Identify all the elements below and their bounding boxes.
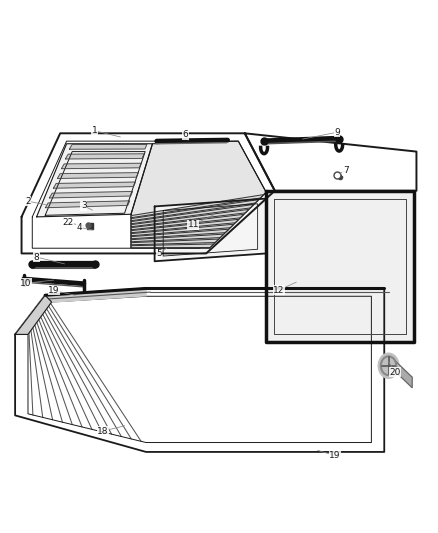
Text: 3: 3 xyxy=(81,201,87,211)
Polygon shape xyxy=(49,191,133,198)
Polygon shape xyxy=(131,141,266,248)
Polygon shape xyxy=(61,163,141,169)
Polygon shape xyxy=(53,182,135,188)
Circle shape xyxy=(378,353,399,378)
Polygon shape xyxy=(15,295,52,334)
Polygon shape xyxy=(65,154,144,159)
Polygon shape xyxy=(131,195,264,217)
Text: 9: 9 xyxy=(334,128,340,137)
Text: 1: 1 xyxy=(92,126,97,135)
Polygon shape xyxy=(131,239,219,245)
Polygon shape xyxy=(131,229,229,239)
Polygon shape xyxy=(69,144,147,149)
Polygon shape xyxy=(21,133,275,254)
Polygon shape xyxy=(131,244,214,248)
Polygon shape xyxy=(131,214,244,230)
Text: 2: 2 xyxy=(25,197,31,206)
Text: 18: 18 xyxy=(97,426,109,435)
Polygon shape xyxy=(396,361,412,387)
Text: 11: 11 xyxy=(187,220,199,229)
Polygon shape xyxy=(45,288,146,303)
Polygon shape xyxy=(131,219,239,233)
Polygon shape xyxy=(36,144,152,217)
Text: 5: 5 xyxy=(156,249,162,259)
Polygon shape xyxy=(131,205,254,224)
Text: 19: 19 xyxy=(329,451,341,460)
Text: 8: 8 xyxy=(34,253,39,262)
Text: 10: 10 xyxy=(20,279,32,288)
Text: 6: 6 xyxy=(183,131,188,139)
Text: 4: 4 xyxy=(77,223,82,232)
Text: 12: 12 xyxy=(273,286,285,295)
Text: 19: 19 xyxy=(48,286,60,295)
Polygon shape xyxy=(266,191,414,342)
Polygon shape xyxy=(15,288,384,452)
Polygon shape xyxy=(57,173,138,179)
Polygon shape xyxy=(131,199,259,221)
Polygon shape xyxy=(131,209,249,227)
Text: 20: 20 xyxy=(389,368,401,376)
Polygon shape xyxy=(131,224,234,236)
Text: 22: 22 xyxy=(62,218,74,227)
Polygon shape xyxy=(131,234,224,242)
Text: 7: 7 xyxy=(343,166,349,175)
Polygon shape xyxy=(155,199,266,261)
Polygon shape xyxy=(46,201,130,208)
Polygon shape xyxy=(245,133,417,191)
